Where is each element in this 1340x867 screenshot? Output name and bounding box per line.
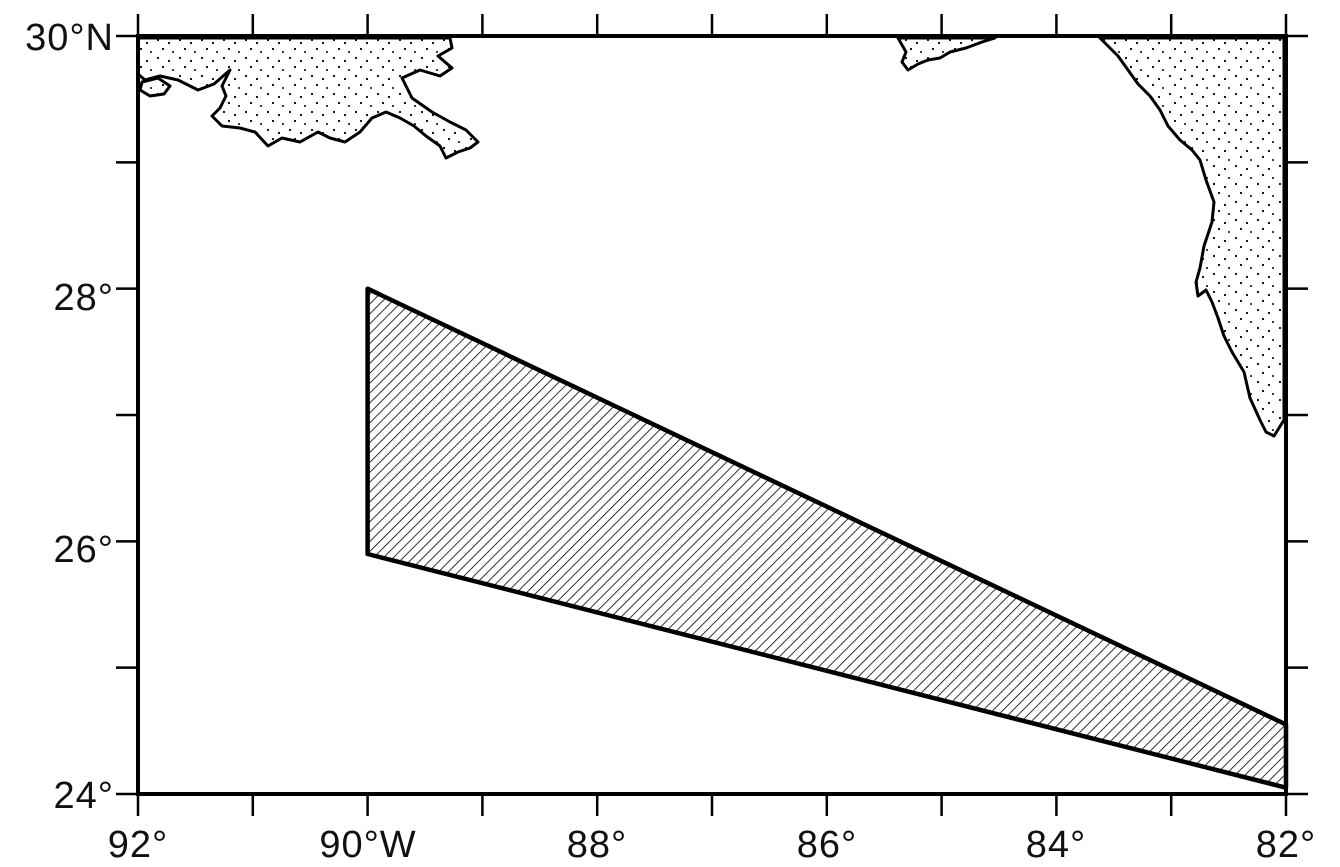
land-louisiana-island: [138, 76, 172, 98]
lon-label-88: 88°: [567, 824, 627, 866]
lon-label-86: 86°: [797, 824, 857, 866]
lat-label-26: 26°: [54, 529, 114, 571]
graticule-ticks: [116, 14, 1308, 816]
hatched-study-area: [365, 286, 1289, 790]
lat-label-28: 28°: [54, 277, 114, 319]
land-florida-peninsula: [1098, 36, 1286, 438]
lon-label-82: 82°: [1256, 824, 1316, 866]
lon-label-90: 90°W: [319, 824, 416, 866]
lat-label-30: 30°N: [25, 17, 114, 59]
latitude-labels: 30°N 28° 26° 24°: [25, 17, 114, 817]
lon-label-84: 84°: [1026, 824, 1086, 866]
land-louisiana: [136, 36, 480, 160]
lon-label-92: 92°: [108, 824, 168, 866]
coastline-florida-panhandle: [896, 36, 997, 72]
longitude-labels: 92° 90°W 88° 86° 84° 82°: [108, 824, 1316, 866]
coastline-florida-peninsula: [1098, 36, 1286, 438]
land-florida-panhandle: [896, 36, 997, 72]
coastline-louisiana: [136, 36, 480, 160]
lat-label-24: 24°: [54, 775, 114, 817]
